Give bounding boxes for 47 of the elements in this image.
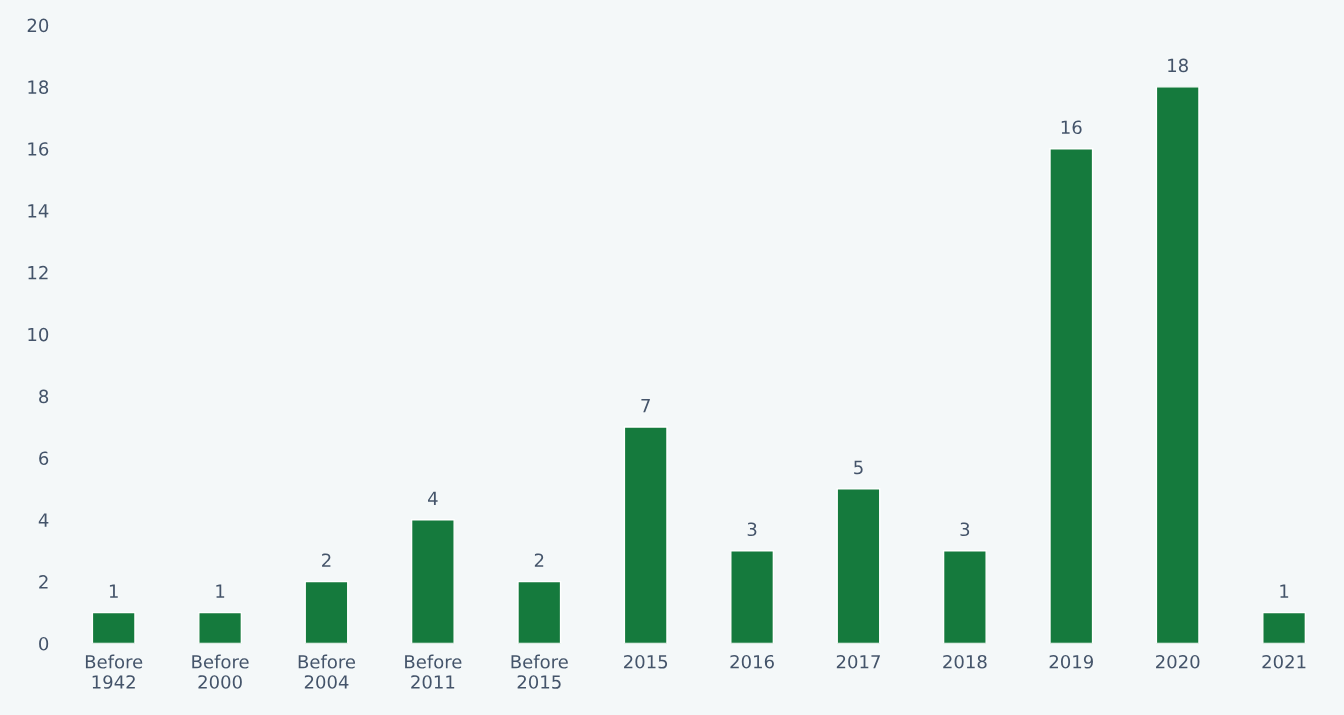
y-tick-label: 14: [28, 204, 49, 218]
bar: [1262, 611, 1307, 644]
x-tick-label: 2021: [1262, 654, 1306, 669]
data-label: 3: [747, 522, 757, 537]
bar: [91, 611, 136, 644]
bar: [410, 519, 455, 644]
x-tick-label: Before 2011: [405, 654, 462, 689]
data-label: 7: [641, 399, 650, 413]
y-tick-label: 18: [28, 80, 49, 94]
data-label: 1: [216, 584, 225, 598]
data-label: 16: [1061, 120, 1082, 135]
x-tick-label: 2019: [1049, 654, 1093, 669]
x-tick-label: Before 1942: [85, 654, 143, 689]
y-tick-label: 0: [39, 636, 49, 651]
y-tick-label: 4: [38, 513, 49, 527]
x-tick-label: Before 2004: [298, 654, 356, 689]
y-tick-label: 2: [39, 575, 48, 589]
x-tick-label: 2020: [1156, 654, 1200, 669]
data-label: 18: [1168, 58, 1188, 73]
bar: [304, 580, 349, 644]
data-label: 3: [960, 522, 970, 537]
bar: [942, 550, 987, 644]
bar: [517, 580, 562, 644]
bar: [730, 550, 775, 644]
data-label: 4: [428, 491, 438, 505]
y-tick-label: 6: [39, 451, 49, 466]
data-label: 1: [1280, 584, 1289, 598]
bar: [1155, 86, 1200, 644]
data-label: 2: [322, 553, 331, 567]
y-tick-label: 20: [27, 18, 49, 33]
x-tick-label: 2018: [943, 654, 987, 669]
data-label: 2: [534, 553, 544, 567]
bar: [836, 488, 881, 644]
y-tick-label: 16: [28, 142, 49, 156]
x-tick-label: 2015: [624, 654, 668, 669]
bar: [1049, 148, 1094, 644]
x-tick-label: 2017: [836, 654, 880, 669]
x-tick-label: Before 2000: [192, 654, 249, 689]
y-tick-label: 8: [39, 389, 49, 404]
data-label: 1: [109, 584, 118, 598]
x-tick-label: Before 2015: [511, 654, 568, 689]
y-tick-label: 10: [28, 327, 49, 342]
x-tick-label: 2016: [730, 654, 774, 669]
data-label: 5: [854, 460, 863, 475]
y-tick-label: 12: [28, 265, 48, 280]
bar: [198, 611, 243, 644]
bar: [623, 426, 668, 644]
